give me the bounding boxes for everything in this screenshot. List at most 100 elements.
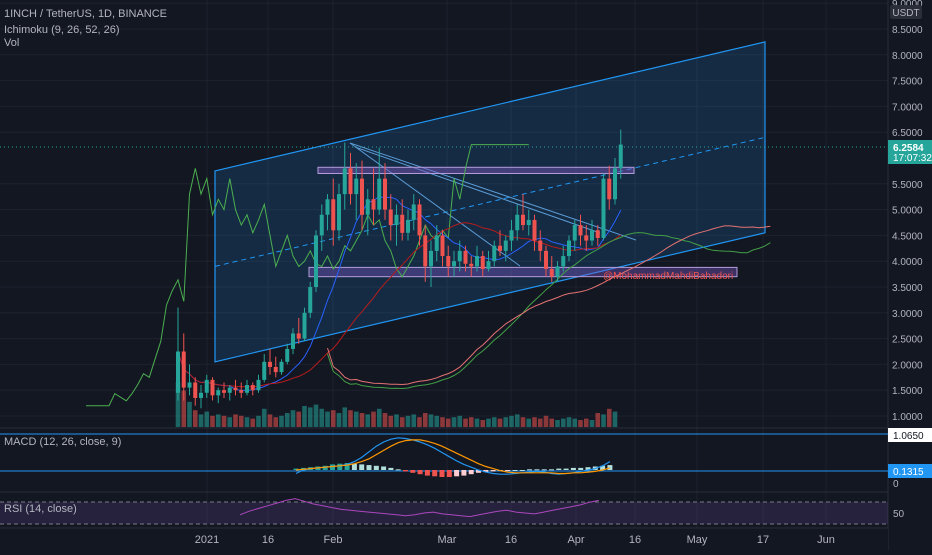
- candle-body: [187, 382, 192, 388]
- price-label: 1.5000: [892, 386, 923, 397]
- volume-bar: [244, 417, 250, 427]
- candle-body: [210, 379, 215, 396]
- price-axis[interactable]: [888, 0, 932, 550]
- candle-body: [567, 240, 571, 257]
- candle-body: [572, 225, 577, 241]
- candle-body: [411, 204, 416, 220]
- candle-body: [193, 382, 198, 398]
- volume-bar: [181, 390, 187, 427]
- support-zone[interactable]: [308, 266, 738, 278]
- time-label: 17: [757, 534, 769, 546]
- volume-bar: [532, 417, 537, 427]
- channel-midline[interactable]: [214, 136, 766, 267]
- candle-body: [423, 235, 428, 267]
- candle-body: [463, 250, 468, 264]
- macd-tag-bottom: [888, 464, 932, 478]
- candle-body: [526, 219, 531, 226]
- currency-badge[interactable]: [890, 5, 922, 19]
- indicator-volume-label[interactable]: Vol: [4, 37, 19, 49]
- price-label: 4.0000: [892, 257, 923, 268]
- macd-histogram-bar: [549, 469, 554, 471]
- volume-bar: [221, 415, 227, 427]
- volume-bar: [227, 417, 233, 427]
- volume-bar: [463, 418, 468, 427]
- trendline-down-3[interactable]: [354, 146, 601, 234]
- candle-body: [417, 204, 422, 236]
- volume-bar: [256, 415, 261, 427]
- time-label: 2021: [195, 534, 219, 546]
- volume-bar: [399, 417, 405, 427]
- volume-bar: [238, 415, 244, 427]
- candle-body: [578, 225, 583, 236]
- macd-histogram-bar: [293, 468, 299, 470]
- macd-histogram-bar: [351, 463, 357, 470]
- candle-body: [331, 199, 336, 231]
- trendline-down-1[interactable]: [349, 142, 637, 241]
- candle-body: [314, 235, 318, 287]
- trendline-down-2[interactable]: [349, 142, 521, 267]
- candle-body: [377, 178, 382, 210]
- macd-histogram-bar: [461, 470, 467, 476]
- macd-histogram-bar: [322, 465, 328, 470]
- candle-body: [601, 178, 606, 238]
- volume-bar: [589, 420, 595, 427]
- macd-histogram-bar: [446, 470, 452, 477]
- macd-histogram-bar: [563, 468, 569, 470]
- price-label: 6.5000: [892, 128, 923, 139]
- time-label: 16: [629, 534, 641, 546]
- candle-body: [227, 387, 232, 393]
- volume-bar: [198, 414, 204, 427]
- candle-body: [325, 199, 330, 215]
- volume-bar: [319, 408, 325, 427]
- candle-body: [199, 392, 203, 398]
- volume-bar: [526, 418, 532, 427]
- volume-bar: [284, 413, 290, 427]
- macd-histogram-bar: [424, 470, 430, 476]
- volume-bar: [296, 411, 302, 427]
- candle-body: [337, 194, 341, 231]
- volume-bar: [555, 420, 560, 427]
- volume-bar: [330, 410, 336, 427]
- volume-bar: [336, 413, 342, 427]
- rsi-label[interactable]: RSI (14, close): [4, 503, 77, 515]
- macd-label[interactable]: MACD (12, 26, close, 9): [4, 436, 121, 448]
- volume-bar: [307, 407, 313, 427]
- resistance-zone[interactable]: [317, 166, 635, 174]
- volume-bar: [583, 418, 589, 427]
- candle-body: [216, 390, 221, 396]
- macd-histogram-bar: [476, 470, 481, 473]
- time-label: Feb: [324, 534, 343, 546]
- chart-title[interactable]: 1INCH / TetherUS, 1D, BINANCE: [4, 8, 167, 20]
- macd-histogram-bar: [578, 467, 584, 470]
- volume-bar: [434, 415, 440, 427]
- time-label: Mar: [438, 534, 457, 546]
- candle-body: [268, 361, 272, 367]
- macd-histogram-bar: [439, 470, 445, 477]
- volume-bar: [405, 415, 411, 427]
- time-label: 16: [505, 534, 517, 546]
- time-label: Apr: [567, 534, 584, 546]
- candle-body: [434, 235, 439, 251]
- candle-body: [302, 312, 307, 339]
- candle-body: [285, 348, 290, 362]
- candle-body: [613, 168, 617, 200]
- volume-bar: [606, 408, 612, 427]
- volume-bar: [279, 415, 284, 427]
- candle-body: [342, 168, 347, 195]
- price-label: 7.5000: [892, 77, 923, 88]
- volume-bar: [514, 414, 520, 427]
- volume-bar: [394, 414, 399, 427]
- volume-bar: [549, 418, 555, 427]
- price-label: 2.0000: [892, 360, 923, 371]
- time-axis[interactable]: [0, 528, 888, 550]
- macd-histogram-bar: [512, 470, 518, 471]
- candle-body: [584, 235, 589, 241]
- candle-body: [469, 263, 474, 267]
- volume-bar: [371, 411, 376, 427]
- indicator-ichimoku-label[interactable]: Ichimoku (9, 26, 52, 26): [4, 24, 120, 36]
- macd-histogram-bar: [344, 463, 350, 470]
- macd-histogram-bar: [600, 465, 606, 470]
- volume-bar: [348, 410, 353, 427]
- macd-histogram-bar: [330, 464, 335, 470]
